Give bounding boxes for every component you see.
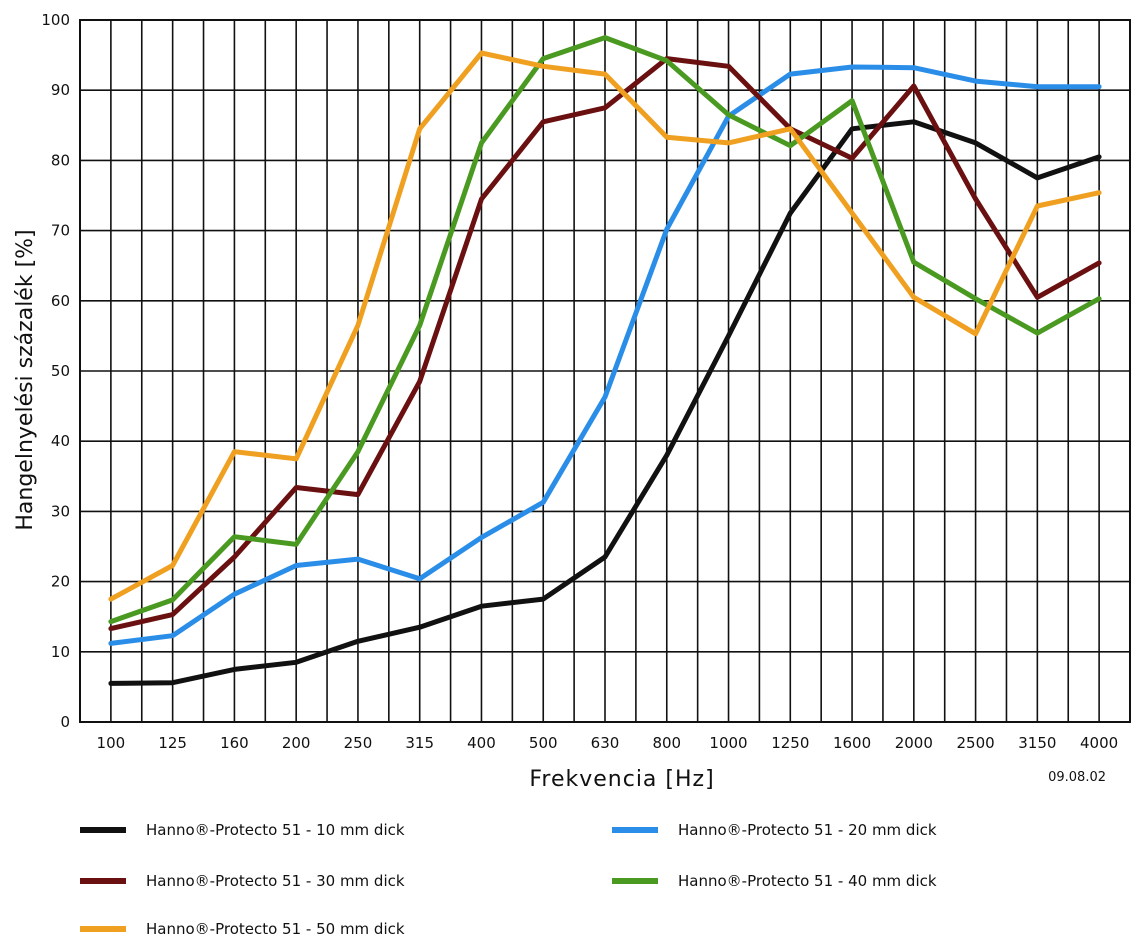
series-line — [108, 35, 1102, 625]
plot-frame — [79, 19, 1131, 723]
y-tick-label: 40 — [51, 432, 70, 450]
x-tick-label: 3150 — [1018, 734, 1056, 752]
x-tick-label: 1250 — [771, 734, 809, 752]
y-tick-label: 90 — [51, 81, 70, 99]
y-tick-label: 100 — [41, 11, 70, 29]
y-axis-ticks: 0 10 20 30 40 50 60 70 80 90 100 — [41, 11, 70, 731]
legend-entry: Hanno®-Protecto 51 - 10 mm dick — [146, 821, 405, 839]
x-tick-label: 125 — [158, 734, 187, 752]
series-lines — [108, 35, 1102, 686]
x-tick-label: 1600 — [833, 734, 871, 752]
x-axis-label: Frekvencia [Hz] — [529, 767, 714, 792]
x-tick-label: 400 — [467, 734, 496, 752]
series-line — [108, 64, 1102, 646]
y-tick-label: 60 — [51, 292, 70, 310]
y-tick-label: 70 — [51, 222, 70, 240]
x-tick-label: 2000 — [895, 734, 933, 752]
x-tick-label: 160 — [220, 734, 249, 752]
y-axis-label: Hangelnyelési százalék [%] — [13, 229, 38, 530]
legend: Hanno®-Protecto 51 - 10 mm dick Hanno®-Pr… — [80, 821, 937, 937]
x-tick-label: 500 — [529, 734, 558, 752]
x-tick-label: 315 — [405, 734, 434, 752]
y-tick-label: 20 — [51, 573, 70, 591]
y-tick-label: 50 — [51, 362, 70, 380]
date-stamp: 09.08.02 — [1048, 770, 1106, 785]
x-tick-label: 630 — [591, 734, 620, 752]
legend-entry: Hanno®-Protecto 51 - 20 mm dick — [678, 821, 937, 839]
y-tick-label: 10 — [51, 643, 70, 661]
legend-entry: Hanno®-Protecto 51 - 30 mm dick — [146, 872, 405, 890]
series-line — [108, 56, 1102, 632]
x-tick-label: 800 — [652, 734, 681, 752]
series-line — [108, 50, 1102, 602]
x-tick-label: 1000 — [709, 734, 747, 752]
x-axis-ticks: 100 125 160 200 250 315 400 500 630 800 1000 1250 16… — [97, 734, 1119, 752]
y-tick-label: 0 — [60, 713, 70, 731]
chart-grid — [80, 20, 1130, 722]
x-tick-label: 100 — [97, 734, 126, 752]
x-tick-label: 200 — [282, 734, 311, 752]
x-tick-label: 2500 — [956, 734, 994, 752]
y-tick-label: 30 — [51, 502, 70, 520]
x-tick-label: 250 — [344, 734, 373, 752]
legend-entry: Hanno®-Protecto 51 - 40 mm dick — [678, 872, 937, 890]
y-tick-label: 80 — [51, 151, 70, 169]
x-tick-label: 4000 — [1080, 734, 1118, 752]
legend-entry: Hanno®-Protecto 51 - 50 mm dick — [146, 920, 405, 937]
